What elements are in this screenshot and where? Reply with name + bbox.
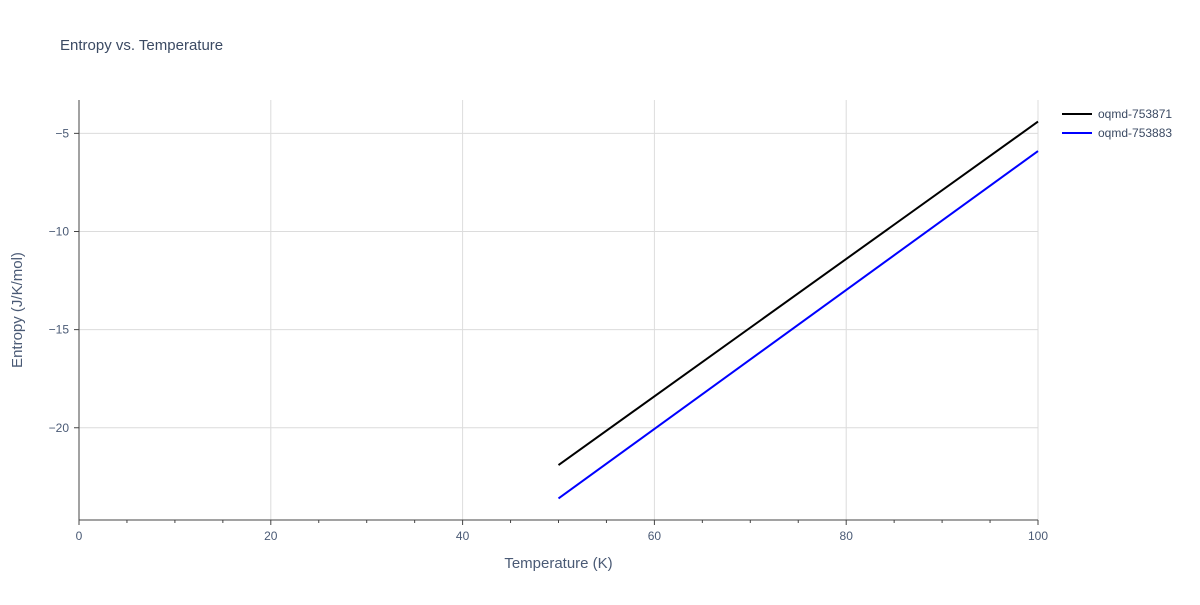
legend[interactable]: oqmd-753871 oqmd-753883 <box>1062 107 1172 140</box>
y-tick-label: −20 <box>49 421 70 435</box>
legend-label: oqmd-753883 <box>1098 126 1172 140</box>
x-tick-label: 80 <box>840 529 854 543</box>
x-tick-label: 100 <box>1028 529 1048 543</box>
x-axis-title: Temperature (K) <box>504 555 612 572</box>
series-line-2[interactable] <box>557 150 1039 500</box>
chart-title: Entropy vs. Temperature <box>60 37 223 54</box>
x-tick-label: 40 <box>456 529 470 543</box>
x-tick-label: 0 <box>76 529 83 543</box>
series-line-1[interactable] <box>557 120 1039 466</box>
y-axis-title: Entropy (J/K/mol) <box>9 252 26 368</box>
legend-label: oqmd-753871 <box>1098 107 1172 121</box>
y-tick-label: −15 <box>49 323 70 337</box>
axis-layer: 0 20 40 60 80 100 −5 −10 −15 −20 <box>49 100 1048 543</box>
y-tick-label: −5 <box>55 126 69 140</box>
y-tick-label: −10 <box>49 224 70 238</box>
x-tick-label: 60 <box>648 529 662 543</box>
x-tick-label: 20 <box>264 529 278 543</box>
grid-layer <box>79 100 1039 520</box>
legend-item-1[interactable]: oqmd-753871 <box>1062 107 1172 121</box>
series-layer <box>557 120 1039 500</box>
legend-item-2[interactable]: oqmd-753883 <box>1062 126 1172 140</box>
